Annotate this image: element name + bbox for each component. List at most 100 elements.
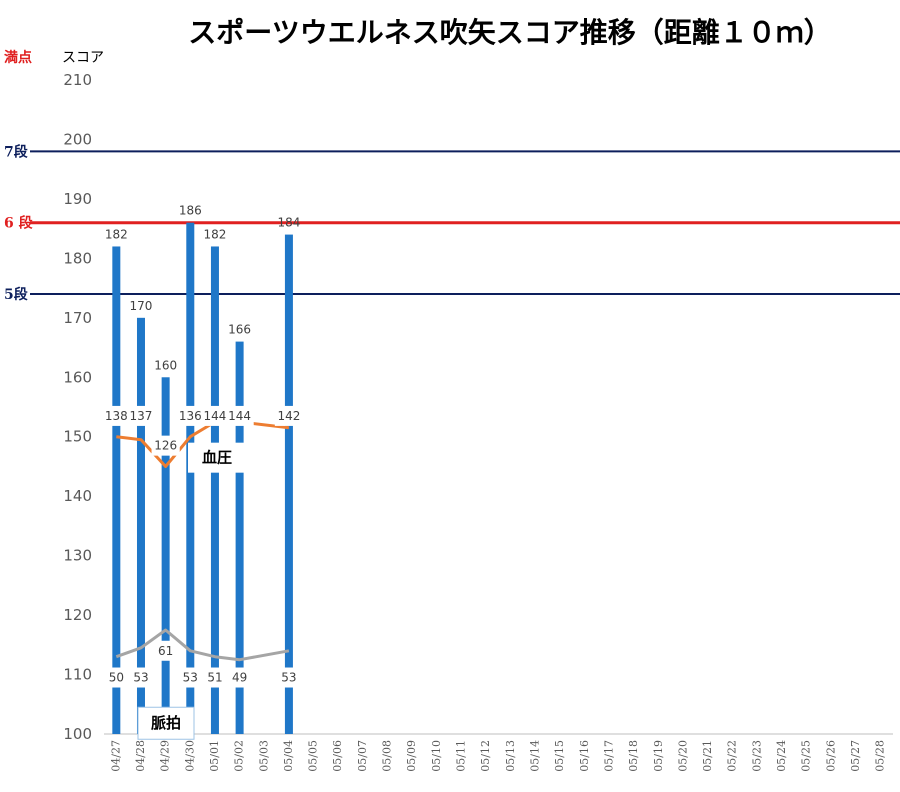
- y-tick-label: 130: [63, 547, 92, 565]
- chart-title: スポーツウエルネス吹矢スコア推移（距離１０ｍ）: [188, 16, 831, 49]
- bar: [210, 246, 219, 735]
- x-tick-label: 05/18: [627, 740, 640, 772]
- blood-pressure-label-bg: [274, 405, 304, 426]
- x-tick-label: 05/10: [430, 740, 443, 772]
- x-tick-label: 05/04: [282, 740, 295, 772]
- reference-label: 7段: [4, 143, 28, 160]
- y-tick-label: 100: [63, 725, 92, 743]
- y-tick-label: 150: [63, 428, 92, 446]
- bar: [235, 341, 244, 734]
- y-axis-label: スコア: [62, 50, 104, 66]
- x-tick-label: 05/27: [849, 740, 862, 772]
- bar-value-label: 166: [228, 323, 251, 337]
- pulse-label: 53: [133, 671, 148, 685]
- x-tick-label: 05/17: [602, 740, 615, 772]
- y-tick-label: 140: [63, 487, 92, 505]
- blood-pressure-label: 142: [277, 409, 300, 423]
- pulse-label-bg: [204, 667, 226, 688]
- blood-pressure-label: 144: [204, 409, 227, 423]
- x-tick-label: 05/26: [824, 740, 837, 772]
- pulse-callout-box: [137, 706, 195, 740]
- bar-value-label: 182: [105, 227, 128, 241]
- reference-lines: 満点 7段 6 段 5段: [4, 49, 900, 303]
- x-tick-label: 05/03: [257, 740, 270, 772]
- bar-series: [112, 222, 293, 735]
- pulse-label-bg: [130, 667, 152, 688]
- x-tick-label: 05/07: [356, 740, 369, 772]
- pulse-label: 49: [232, 671, 247, 685]
- y-tick-label: 200: [63, 130, 92, 148]
- reference-label: 6 段: [4, 215, 33, 232]
- x-tick-label: 05/25: [800, 740, 813, 772]
- blood-pressure-label-bg: [225, 405, 254, 426]
- bar: [284, 234, 293, 734]
- x-tick-label: 04/28: [134, 740, 147, 772]
- x-tick-label: 05/16: [578, 740, 591, 772]
- y-tick-label: 210: [63, 71, 92, 89]
- pulse-label-bg: [278, 667, 300, 688]
- x-tick-label: 05/12: [479, 740, 492, 772]
- bar: [186, 222, 195, 734]
- blood-pressure-callout-box: [188, 442, 246, 473]
- x-tick-label: 05/09: [405, 740, 418, 772]
- y-tick-label: 180: [63, 249, 92, 267]
- x-tick-label: 04/27: [109, 740, 122, 772]
- blood-pressure-label-bg: [151, 435, 180, 456]
- pulse-label-bg: [155, 640, 177, 661]
- x-tick-label: 05/22: [726, 740, 739, 772]
- y-tick-label: 120: [63, 606, 92, 624]
- y-tick-label: 160: [63, 368, 92, 386]
- axes: 100 110 120 130 140 150 160 170 180 190 200 210 04/2…: [63, 71, 893, 772]
- x-tick-label: 05/06: [331, 740, 344, 772]
- x-tick-label: 05/05: [307, 740, 320, 772]
- pulse-line: [115, 628, 290, 662]
- x-tick-label: 05/19: [652, 740, 665, 772]
- blood-pressure-label-bg: [126, 405, 156, 426]
- y-tick-label: 190: [63, 190, 92, 208]
- y-tick-label: 170: [63, 309, 92, 327]
- pulse-label-bg: [229, 667, 251, 688]
- pulse-label-bg: [105, 667, 127, 688]
- blood-pressure-callout: 血圧: [202, 449, 232, 467]
- blood-pressure-label-bg: [176, 405, 205, 426]
- y-tick-label: 110: [63, 666, 92, 684]
- x-tick-label: 04/30: [183, 740, 196, 772]
- pulse-label: 51: [207, 671, 222, 685]
- bar-value-label: 160: [154, 358, 177, 372]
- reference-label: 5段: [4, 286, 28, 303]
- bar: [161, 377, 170, 734]
- blood-pressure-label: 138: [105, 409, 128, 423]
- blood-pressure-label: 137: [130, 409, 153, 423]
- blood-pressure-label-bg: [102, 405, 131, 426]
- blood-pressure-label: 126: [154, 439, 177, 453]
- x-tick-label: 05/02: [233, 740, 246, 772]
- bar: [112, 246, 121, 735]
- pulse-label-bg: [179, 667, 201, 688]
- pulse-callout: 脈拍: [151, 714, 181, 732]
- x-tick-label: 05/11: [455, 740, 468, 772]
- blood-pressure-label-bg: [200, 405, 230, 426]
- pulse-label: 61: [158, 644, 173, 658]
- bar-value-label: 184: [277, 216, 300, 230]
- pulse-label: 50: [109, 671, 124, 685]
- blood-pressure-label: 144: [228, 409, 251, 423]
- x-tick-label: 04/29: [159, 740, 172, 772]
- bar-value-label: 186: [179, 204, 202, 218]
- bar-value-label: 182: [204, 227, 227, 241]
- blood-pressure-label: 136: [179, 409, 202, 423]
- x-tick-label: 05/15: [553, 740, 566, 772]
- x-tick-label: 05/14: [528, 740, 541, 772]
- x-tick-label: 05/28: [874, 740, 887, 772]
- x-tick-label: 05/20: [676, 740, 689, 772]
- bar: [136, 317, 145, 734]
- x-tick-label: 05/08: [381, 740, 394, 772]
- pulse-label: 53: [183, 671, 198, 685]
- reference-label: 満点: [4, 49, 32, 66]
- x-tick-label: 05/24: [775, 740, 788, 772]
- x-tick-label: 05/21: [701, 740, 714, 772]
- x-tick-label: 05/13: [504, 740, 517, 772]
- bar-value-label: 170: [130, 299, 153, 313]
